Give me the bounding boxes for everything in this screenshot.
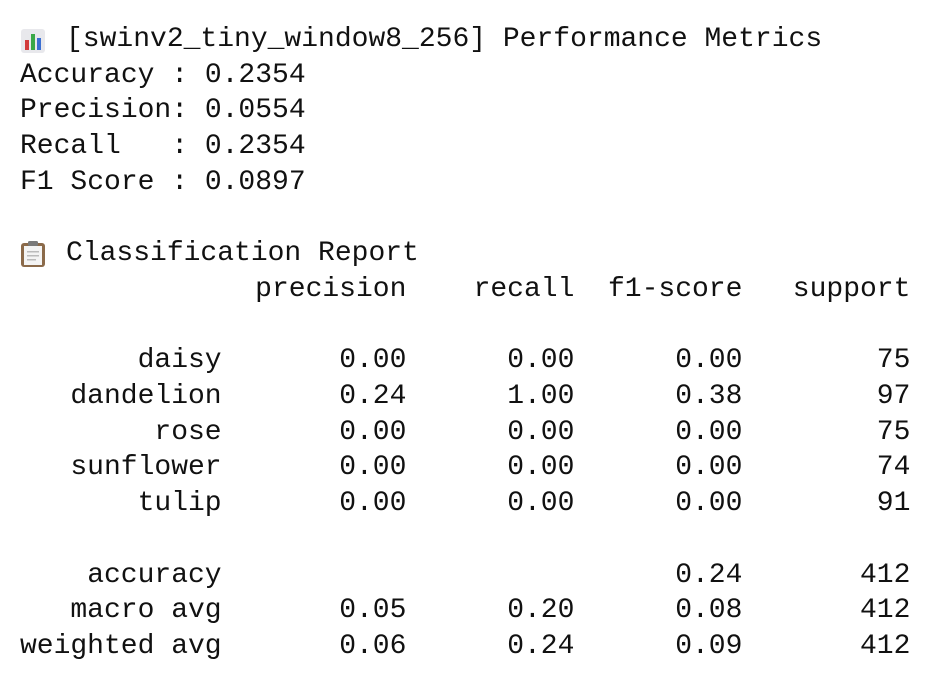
clipboard-icon xyxy=(21,241,45,267)
row-label: macro avg xyxy=(70,595,222,627)
cell: 0.00 xyxy=(339,345,407,377)
row-label: tulip xyxy=(137,488,222,520)
cell: 0.20 xyxy=(507,595,575,627)
cell: 0.24 xyxy=(339,381,407,412)
row-label: sunflower xyxy=(70,452,222,484)
chart-icon xyxy=(21,29,45,53)
cell: 0.00 xyxy=(675,345,743,377)
cell: 0.00 xyxy=(675,416,743,448)
cell: 0.09 xyxy=(675,630,743,662)
cell: 0.00 xyxy=(339,488,407,520)
cell: 412 xyxy=(859,630,911,662)
cell: 0.00 xyxy=(507,416,575,448)
cell: 0.00 xyxy=(675,452,743,484)
cell: 0.06 xyxy=(339,630,407,662)
metric-line: Accuracy : 0.2354 xyxy=(20,59,306,91)
cell: 0.00 xyxy=(339,416,407,448)
cell: 0.24 xyxy=(507,630,575,662)
column-header: f1-score xyxy=(607,273,743,305)
cell: 0.00 xyxy=(339,452,407,484)
column-header: precision xyxy=(255,273,407,305)
row-label: rose xyxy=(154,416,222,448)
cell: 0.24 xyxy=(675,559,743,591)
cell: 0.00 xyxy=(507,345,575,377)
metric-line: Recall : 0.2354 xyxy=(20,131,306,163)
cell: 74 xyxy=(876,452,911,484)
cell: 0.00 xyxy=(507,488,575,520)
column-header: support xyxy=(792,273,911,305)
cell: 75 xyxy=(876,345,911,377)
cell: 91 xyxy=(876,488,911,520)
row-label: daisy xyxy=(137,345,222,377)
row-label: accuracy xyxy=(87,559,222,591)
cell: 0.00 xyxy=(675,488,743,520)
metric-line: F1 Score : 0.0897 xyxy=(20,166,306,198)
row-label: weighted avg xyxy=(19,630,222,662)
cell: 412 xyxy=(859,559,911,591)
cell: 0.38 xyxy=(675,381,743,412)
row-label: dandelion xyxy=(70,381,222,412)
cell: 1.00 xyxy=(507,381,575,412)
column-header: recall xyxy=(473,273,575,305)
cell: 412 xyxy=(859,595,911,627)
report-heading: Classification Report xyxy=(66,238,419,269)
cell: 0.00 xyxy=(507,452,575,484)
cell: 75 xyxy=(876,416,911,448)
cell: 0.08 xyxy=(675,595,743,627)
metric-line: Precision: 0.0554 xyxy=(20,95,306,127)
cell: 0.05 xyxy=(339,595,407,627)
cell: 97 xyxy=(876,381,911,412)
title: [swinv2_tiny_window8_256] Performance Me… xyxy=(66,24,823,55)
